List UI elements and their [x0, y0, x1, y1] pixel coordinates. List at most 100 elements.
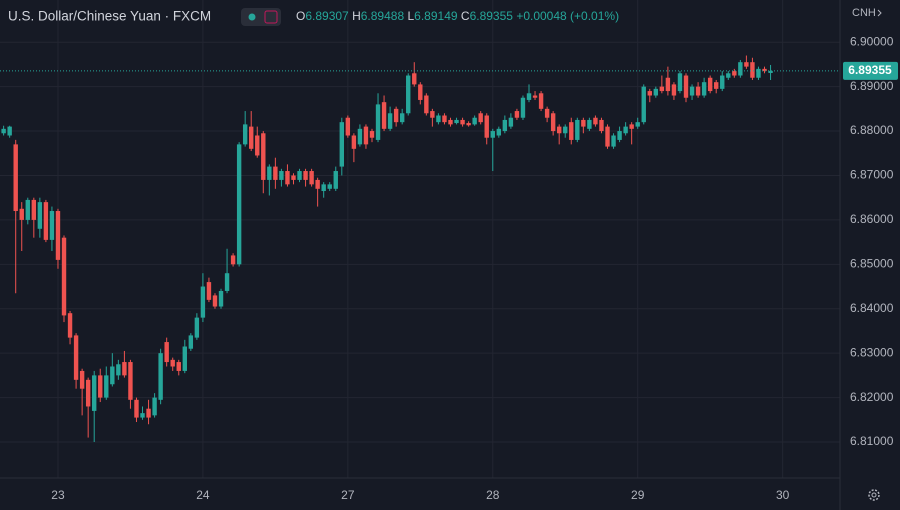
candle-body	[750, 62, 755, 78]
last-price-tag	[843, 61, 898, 80]
candle-body	[212, 295, 218, 307]
candle-body	[556, 126, 562, 134]
candle-body	[526, 93, 532, 100]
ohlc-legend: O6.89307 H6.89488 L6.89149 C6.89355 +0.0…	[296, 9, 619, 23]
candle-body	[122, 362, 127, 376]
candle-body	[55, 211, 61, 260]
candle-body	[194, 317, 200, 338]
candle-body	[327, 184, 332, 189]
candle-body	[273, 166, 278, 180]
candle-body	[714, 82, 719, 89]
candle-body	[188, 335, 194, 349]
candle-body	[448, 119, 453, 125]
candle-body	[544, 108, 550, 118]
candle-body	[738, 62, 743, 76]
candle-body	[629, 124, 634, 129]
toggle-icon	[248, 13, 256, 21]
y-tick-label: 6.86000	[850, 212, 894, 226]
candle-body	[466, 123, 471, 126]
candle-body	[393, 108, 399, 123]
candle-body	[158, 353, 163, 400]
candle-body	[1, 128, 6, 134]
candle-body	[170, 359, 175, 367]
candle-body	[732, 71, 737, 76]
candle-body	[19, 208, 24, 220]
candle-body	[224, 273, 230, 291]
candle-body	[110, 366, 115, 385]
candle-body	[707, 77, 713, 92]
candle-body	[744, 62, 749, 67]
settings-icon[interactable]	[868, 489, 880, 501]
y-tick-label: 6.88000	[850, 123, 894, 137]
candle-body	[104, 375, 109, 398]
candle-body	[701, 82, 707, 96]
candle-body	[92, 375, 97, 411]
y-tick-label: 6.85000	[850, 256, 894, 270]
y-tick-label: 6.90000	[850, 34, 894, 48]
candle-body	[502, 119, 508, 132]
candle-body	[164, 342, 169, 363]
candle-body	[599, 119, 604, 132]
candle-body	[200, 286, 206, 318]
candle-body	[61, 237, 67, 316]
ohlc-value: 6.89355	[470, 9, 514, 23]
candle-body	[236, 144, 242, 265]
candle-body	[67, 313, 73, 338]
candle-body	[436, 115, 441, 123]
candle-body	[520, 97, 526, 118]
ohlc-label: L	[407, 9, 414, 23]
candle-body	[255, 135, 260, 156]
candle-body	[261, 133, 266, 180]
x-tick-label: 29	[631, 488, 645, 502]
candle-body	[73, 335, 79, 380]
candle-body	[671, 84, 677, 96]
candle-body	[418, 84, 423, 100]
currency-label[interactable]: CNH	[852, 7, 876, 19]
y-tick-label: 6.89000	[850, 79, 894, 93]
candle-body	[689, 86, 695, 96]
candle-body	[375, 104, 381, 140]
candle-body	[152, 397, 157, 416]
candle-body	[218, 290, 224, 307]
candle-body	[37, 202, 43, 229]
candle-body	[720, 75, 725, 89]
candle-body	[569, 122, 574, 140]
y-tick-label: 6.81000	[850, 434, 894, 448]
candle-body	[514, 111, 520, 118]
candle-body	[581, 119, 586, 127]
candle-body	[726, 73, 731, 78]
candle-body	[146, 408, 151, 418]
candle-body	[116, 364, 121, 376]
candle-body	[279, 171, 284, 180]
candle-body	[25, 199, 30, 220]
candle-body	[134, 399, 139, 418]
candle-body	[182, 346, 187, 371]
ohlc-label: C	[461, 9, 470, 23]
candle-body	[659, 86, 665, 92]
candle-body	[140, 413, 145, 418]
candle-body	[176, 362, 181, 371]
candle-body	[575, 119, 580, 140]
x-tick-label: 27	[341, 488, 355, 502]
candle-body	[768, 70, 773, 73]
candle-body	[695, 86, 701, 96]
candle-body	[230, 255, 236, 265]
y-tick-label: 6.87000	[850, 168, 894, 182]
x-tick-label: 30	[776, 488, 790, 502]
ohlc-label: H	[352, 9, 361, 23]
ohlc-value: 6.89307	[305, 9, 349, 23]
candle-body	[369, 131, 375, 138]
candle-body	[460, 119, 465, 125]
candle-body	[508, 117, 514, 127]
candle-body	[454, 119, 459, 124]
x-tick-label: 28	[486, 488, 500, 502]
candle-body	[538, 93, 544, 109]
ohlc-value: 6.89149	[414, 9, 458, 23]
candle-body	[756, 68, 761, 78]
toggle-button[interactable]	[241, 8, 281, 26]
ohlc-value: 6.89488	[361, 9, 405, 23]
candle-body	[387, 113, 393, 129]
candle-body	[617, 131, 622, 140]
